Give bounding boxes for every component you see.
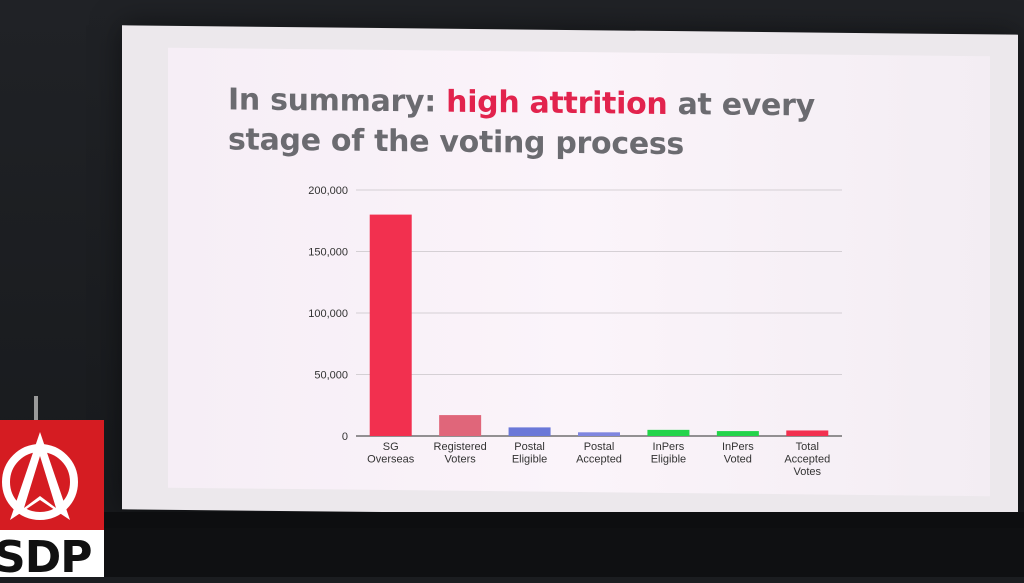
x-tick-label: Registered — [434, 441, 487, 453]
x-tick-label: Accepted — [576, 454, 622, 466]
x-tick-label: SG — [383, 441, 399, 453]
x-tick-label: Postal — [584, 441, 615, 453]
bar — [716, 431, 759, 436]
bar — [508, 427, 551, 436]
bar — [786, 430, 829, 436]
x-tick-label: Voters — [445, 454, 477, 466]
bar — [578, 432, 620, 436]
y-tick-label: 50,000 — [314, 370, 348, 382]
party-sign-text: SDP — [0, 532, 92, 583]
bar — [647, 429, 690, 436]
party-sign: SDP — [0, 420, 104, 583]
x-tick-label: Postal — [514, 441, 545, 453]
y-tick-label: 100,000 — [308, 308, 348, 320]
y-tick-label: 200,000 — [308, 185, 348, 197]
x-tick-label: Votes — [794, 466, 822, 478]
x-tick-label: Overseas — [367, 454, 415, 466]
bar — [369, 214, 412, 436]
bar — [439, 415, 482, 436]
x-tick-label: InPers — [722, 441, 754, 453]
x-tick-label: InPers — [653, 441, 685, 453]
x-tick-label: Voted — [724, 454, 752, 466]
x-tick-label: Eligible — [651, 454, 686, 466]
y-tick-label: 150,000 — [308, 247, 348, 259]
stage-floor — [0, 528, 1024, 577]
screen-bottom-bar — [100, 512, 1024, 528]
party-logo-icon — [0, 420, 104, 530]
y-tick-label: 0 — [342, 431, 348, 443]
x-tick-label: Accepted — [784, 454, 830, 466]
flag-pole — [34, 396, 38, 422]
x-tick-label: Total — [796, 441, 819, 453]
x-tick-label: Eligible — [512, 454, 547, 466]
